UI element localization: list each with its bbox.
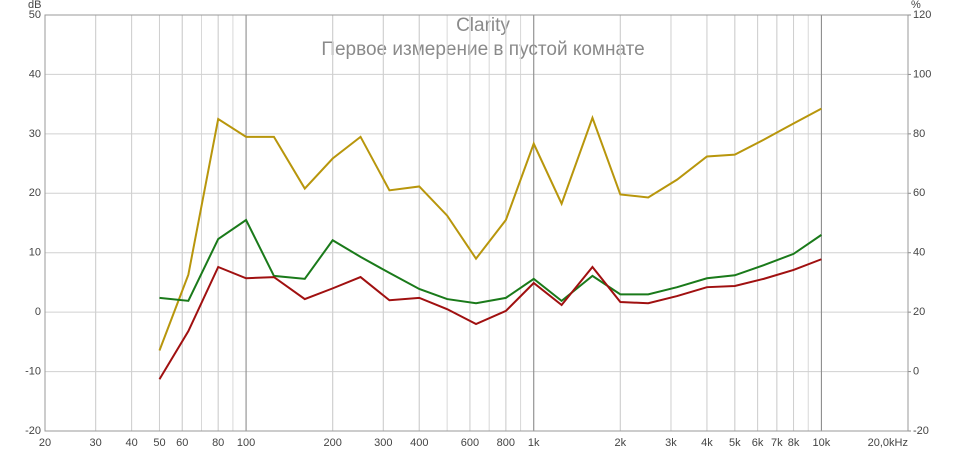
x-tick-label: 2k [615,437,627,449]
x-tick-label: 3k [665,437,677,449]
chart-subtitle: Первое измерение в пустой комнате [321,39,644,60]
x-tick-label: 60 [176,437,188,449]
y-tick-label: 10 [29,247,41,259]
y2-tick-label: 80 [913,128,925,140]
x-tick-label: 40 [125,437,137,449]
x-tick-label: 20 [39,437,51,449]
y2-tick-label: 0 [913,365,919,377]
y-tick-label: -20 [25,425,41,437]
y-tick-label: 20 [29,187,41,199]
x-tick-label: 20,0kHz [868,437,908,449]
y2-tick-label: 60 [913,187,925,199]
x-tick-label: 600 [461,437,479,449]
y2-axis-label: % [911,0,921,11]
series-line [159,218,822,305]
series-line [158,107,822,351]
plot-frame [44,14,909,432]
y2-tick-label: 120 [913,9,931,21]
series-line [158,258,822,380]
y2-tick-label: 20 [913,306,925,318]
x-tick-label: 30 [90,437,102,449]
y-tick-label: 50 [29,9,41,21]
x-tick-label: 200 [323,437,341,449]
x-tick-label: 800 [497,437,515,449]
y-axis-label: dB [28,0,41,11]
x-tick-label: 5k [729,437,741,449]
y2-tick-label: 100 [913,68,931,80]
y-tick-label: -10 [25,365,41,377]
chart-title: Clarity [456,15,510,36]
x-tick-label: 400 [410,437,428,449]
x-tick-label: 8k [788,437,800,449]
y-tick-label: 0 [35,306,41,318]
x-tick-label: 7k [771,437,783,449]
x-tick-label: 10k [813,437,831,449]
y2-tick-label: -20 [913,425,929,437]
x-tick-label: 50 [153,437,165,449]
y-tick-label: 40 [29,68,41,80]
x-tick-label: 6k [752,437,764,449]
x-tick-label: 1k [528,437,540,449]
x-tick-label: 4k [701,437,713,449]
x-tick-label: 100 [237,437,255,449]
x-tick-label: 80 [212,437,224,449]
x-tick-label: 300 [374,437,392,449]
y-tick-label: 30 [29,128,41,140]
y2-tick-label: 40 [913,247,925,259]
